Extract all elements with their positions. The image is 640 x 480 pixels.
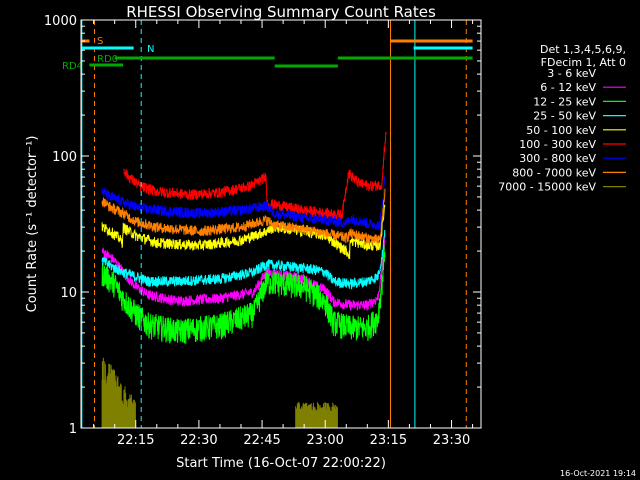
x-axis-label: Start Time (16-Oct-07 22:00:22) xyxy=(176,456,386,471)
legend-header-detectors: Det 1,3,4,5,6,9, xyxy=(540,43,626,56)
x-tick-label: 22:30 xyxy=(180,433,217,448)
series-line-8 xyxy=(101,357,338,428)
legend-label: 25 - 50 keV xyxy=(533,110,596,123)
generation-timestamp: 16-Oct-2021 19:14 xyxy=(560,469,636,478)
x-tick-label: 22:45 xyxy=(243,433,280,448)
y-axis-label: Count Rate (s⁻¹ detector⁻¹) xyxy=(25,136,40,313)
series-line-6 xyxy=(101,176,386,231)
series-line-7 xyxy=(101,188,386,245)
series-line-5 xyxy=(123,131,387,221)
series-line-4 xyxy=(101,203,386,260)
legend-label: 800 - 7000 keV xyxy=(512,166,596,179)
x-tick-label: 23:00 xyxy=(306,433,343,448)
legend-header-decimation: FDecim 1, Att 0 xyxy=(541,56,626,69)
legend-label: 100 - 300 keV xyxy=(519,138,596,151)
x-tick-label: 23:15 xyxy=(370,433,407,448)
series-layer xyxy=(101,131,387,428)
series-line-2 xyxy=(101,244,386,344)
y-tick-label: 1 xyxy=(69,422,77,437)
legend-label: 3 - 6 keV xyxy=(547,67,596,80)
legend-label: 300 - 800 keV xyxy=(519,152,596,165)
chart-title: RHESSI Observing Summary Count Rates xyxy=(126,3,436,21)
y-tick-label: 10 xyxy=(60,286,77,301)
legend-label: 7000 - 15000 keV xyxy=(498,181,596,194)
status-bars: S N RD0 RD4 xyxy=(62,36,473,72)
legend-label: 50 - 100 keV xyxy=(526,124,596,137)
y-tick-label: 1000 xyxy=(44,14,77,29)
legend-label: 6 - 12 keV xyxy=(540,81,596,94)
status-label-n: N xyxy=(147,44,154,55)
axes: 22:15 22:30 22:45 23:00 23:15 23:30 1 10 100 1000 xyxy=(44,14,481,448)
x-tick-label: 22:15 xyxy=(117,433,154,448)
plot-frame xyxy=(80,19,482,429)
status-label-s: S xyxy=(97,36,103,47)
legend-label: 12 - 25 keV xyxy=(533,95,596,108)
series-line-3 xyxy=(101,229,386,290)
x-tick-label: 23:30 xyxy=(433,433,470,448)
status-label-rd0: RD0 xyxy=(97,54,118,65)
status-label-rd4: RD4 xyxy=(62,61,83,72)
y-tick-label: 100 xyxy=(52,150,77,165)
vertical-markers xyxy=(81,20,467,428)
series-line-1 xyxy=(101,233,386,311)
series-line-0 xyxy=(101,271,386,374)
legend: Det 1,3,4,5,6,9, FDecim 1, Att 0 3 - 6 k… xyxy=(498,43,626,194)
